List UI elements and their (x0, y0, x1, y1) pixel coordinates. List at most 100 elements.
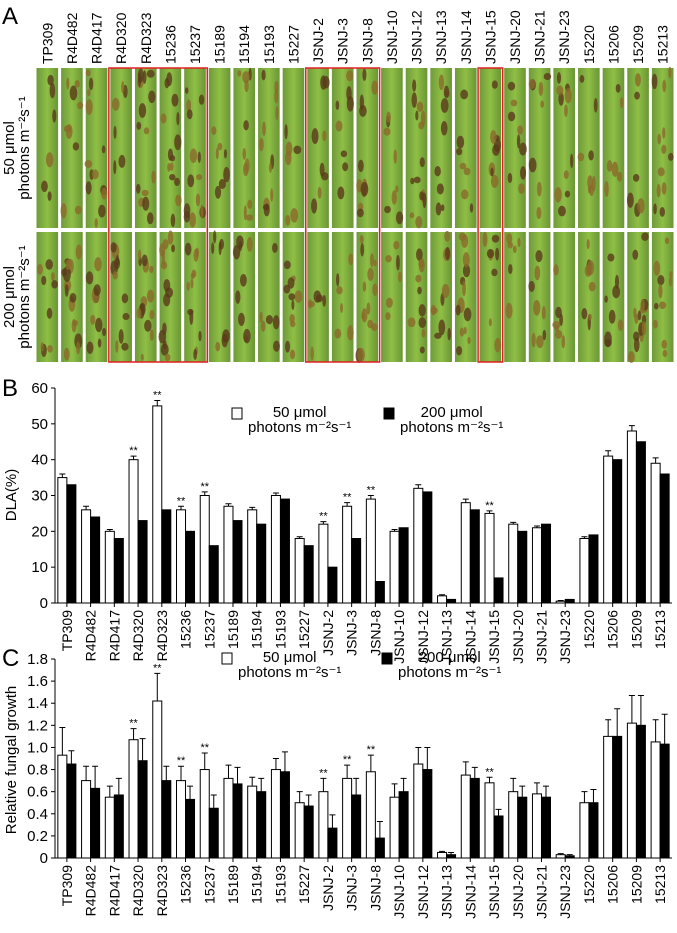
lesion (416, 101, 424, 112)
x-tick-label: R4D482 (83, 865, 99, 917)
lesion (211, 126, 217, 135)
lesion (373, 259, 377, 267)
bar (270, 495, 281, 604)
error-bar (320, 777, 327, 792)
x-tick-label: JSNJ-12 (415, 865, 431, 919)
leaf-photo (381, 232, 403, 362)
lesion (653, 302, 659, 310)
lesion (189, 212, 196, 228)
lesion (637, 310, 642, 321)
x-tick-label: R4D482 (83, 610, 99, 662)
lesion (641, 314, 647, 325)
bar (90, 516, 101, 604)
lesion (289, 349, 296, 360)
x-tick-label: JSNJ-20 (510, 865, 526, 919)
lesion (170, 213, 176, 228)
lesion (211, 242, 215, 255)
bar (351, 538, 362, 604)
lesion (506, 233, 513, 244)
lesion (462, 280, 466, 297)
lesion (395, 185, 399, 193)
lesion (165, 287, 174, 298)
lesion (47, 74, 54, 86)
bar (176, 780, 187, 859)
lesion (555, 306, 562, 319)
lesion (135, 183, 141, 194)
lesion (391, 190, 397, 205)
error-bar (533, 525, 540, 528)
lesion (49, 83, 56, 99)
significance-label: ** (200, 742, 209, 754)
bar (66, 484, 77, 604)
error-bar (225, 503, 232, 507)
bar (579, 538, 590, 604)
lesion (74, 205, 82, 215)
sample-label: 15194 (236, 25, 252, 64)
lesion (540, 100, 545, 108)
lesion (186, 109, 193, 120)
bar (469, 509, 480, 604)
lesion (222, 329, 230, 343)
bar (413, 763, 424, 859)
significance-label: ** (153, 390, 162, 402)
lesion (619, 97, 624, 109)
error-bar (557, 853, 564, 855)
lesion (656, 183, 661, 198)
lesion (190, 278, 194, 289)
lesion (536, 206, 542, 220)
lesion (334, 328, 342, 339)
lesion (657, 274, 665, 286)
lesion (141, 189, 149, 197)
lesion (357, 159, 364, 173)
lesion (419, 157, 425, 168)
bar (635, 724, 646, 859)
lesion (162, 339, 167, 350)
leaf-photo (258, 68, 280, 228)
error-bar (201, 491, 208, 496)
error-bar (495, 808, 502, 816)
lesion (435, 202, 442, 216)
lesion (653, 260, 661, 276)
lesion (47, 191, 52, 202)
lesion (146, 289, 155, 303)
lesion (259, 311, 263, 323)
lesion (85, 271, 94, 285)
leaf-photo (307, 68, 329, 228)
sample-label: R4D323 (138, 12, 154, 64)
lesion (45, 259, 53, 270)
bar (256, 791, 267, 859)
error-bar (329, 814, 336, 829)
lesion (265, 314, 274, 325)
lesion (94, 217, 98, 229)
y-tick-label: 0.4 (27, 806, 48, 823)
x-tick-label: JSNJ-2 (320, 610, 336, 656)
leaf-photo (578, 68, 600, 228)
lesion (75, 244, 83, 260)
bar (137, 760, 148, 859)
error-bar (605, 450, 612, 457)
lesion (416, 248, 423, 261)
error-bar (249, 506, 256, 510)
lesion (510, 99, 518, 107)
sample-label: 15189 (212, 25, 228, 64)
significance-label: ** (200, 481, 209, 493)
lesion (627, 351, 635, 363)
lesion (495, 247, 500, 261)
lesion (356, 347, 365, 362)
error-bar (187, 785, 194, 800)
lesion (167, 230, 174, 245)
lesion (418, 304, 426, 317)
y-tick-label: 1.0 (27, 739, 48, 756)
lesion (615, 83, 621, 93)
x-tick-label: 15237 (201, 865, 217, 904)
lesion (63, 347, 70, 361)
lesion (588, 313, 592, 321)
lesion (258, 137, 264, 152)
lesion (488, 318, 492, 327)
lesion (37, 263, 43, 275)
x-tick-label: 15194 (249, 610, 265, 649)
lesion (151, 170, 156, 184)
error-bar (106, 785, 113, 798)
error-bar (130, 728, 137, 740)
lesion (456, 148, 463, 156)
